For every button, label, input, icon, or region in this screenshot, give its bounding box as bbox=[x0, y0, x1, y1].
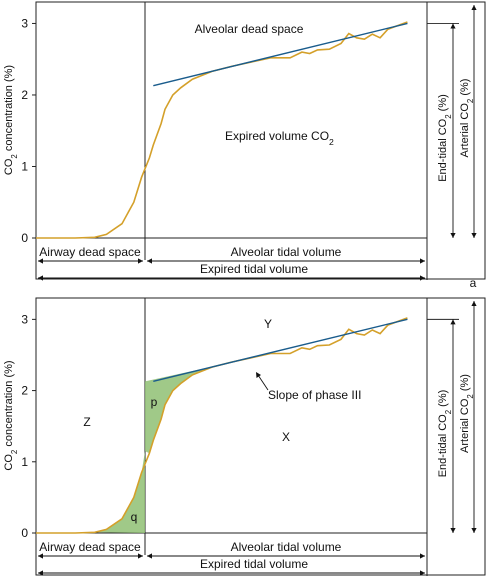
panel2-region-q-label: q bbox=[131, 510, 138, 524]
panel1-end-tidal-arrow-head-up bbox=[450, 23, 456, 29]
panel2-slope-pointer-head bbox=[256, 372, 261, 378]
panel1-end-tidal-arrow-head-down bbox=[450, 233, 456, 238]
panel1-alveolar-arrow-head-left bbox=[147, 258, 152, 264]
panel2-region-z-label: Z bbox=[83, 415, 90, 429]
panel1-airway-dead-space-label: Airway dead space bbox=[39, 245, 141, 259]
panel2-end-tidal-arrow-head-down bbox=[450, 528, 456, 533]
panel2-arterial-arrow-head-down bbox=[471, 528, 477, 533]
panel2-airway-arrow-head-right bbox=[138, 553, 143, 559]
panel1-arterial-arrow-head-up bbox=[471, 5, 477, 10]
panel1-alveolar-dead-space-label: Alveolar dead space bbox=[195, 22, 304, 36]
panel1-expired-volume-label: Expired volume CO2 bbox=[225, 129, 334, 147]
panel2-y-tick-label: 3 bbox=[21, 312, 28, 326]
panel1-y-tick-label: 1 bbox=[21, 159, 28, 173]
panel2-airway-arrow-head-left bbox=[38, 553, 43, 559]
panel2-expired-arrow-head-left bbox=[38, 570, 43, 576]
panel2-slope-pointer-line bbox=[257, 374, 269, 391]
panel2-expired-tidal-volume-label: Expired tidal volume bbox=[200, 557, 308, 571]
panel2-region-y-label: Y bbox=[264, 317, 272, 331]
panel1-y-tick-label: 0 bbox=[21, 231, 28, 245]
panel2-arterial-arrow-head-up bbox=[471, 301, 477, 306]
panel1-y-tick-label: 3 bbox=[21, 16, 28, 30]
panel2-alveolar-arrow-head-left bbox=[147, 553, 152, 559]
panel1-airway-arrow-head-right bbox=[138, 258, 143, 264]
panel1-frame bbox=[35, 1, 486, 280]
panel1-phase-iii-slope-line bbox=[153, 22, 408, 87]
panel1-y-axis-label: CO2 concentration (%) bbox=[3, 65, 19, 175]
panel2-region-x-label: X bbox=[282, 430, 290, 444]
panel2-expired-co2-curve bbox=[36, 317, 408, 534]
panel2-region-q bbox=[94, 451, 145, 533]
panel1-expired-arrow-head-left bbox=[38, 275, 43, 281]
panel2-alveolar-tidal-volume-label: Alveolar tidal volume bbox=[231, 540, 342, 554]
panel2-phase-iii-slope-line bbox=[153, 318, 408, 382]
panel1-end-tidal-label: End-tidal CO2 (%) bbox=[437, 94, 453, 182]
panel1-expired-co2-curve bbox=[36, 21, 408, 239]
panel2-end-tidal-label: End-tidal CO2 (%) bbox=[437, 390, 453, 478]
panel2-airway-dead-space-label: Airway dead space bbox=[39, 540, 141, 554]
panel2-y-axis-label: CO2 concentration (%) bbox=[3, 360, 19, 470]
panel1-alveolar-tidal-volume-label: Alveolar tidal volume bbox=[231, 245, 342, 259]
panel1-alveolar-arrow-head-right bbox=[420, 258, 425, 264]
panel-a-label: a bbox=[470, 276, 477, 290]
panel1-expired-tidal-volume-label: Expired tidal volume bbox=[200, 262, 308, 276]
panel2-arterial-label: Arterial CO2 (%) bbox=[459, 374, 475, 453]
panel2-alveolar-arrow-head-right bbox=[420, 553, 425, 559]
panel1-arterial-label: Arterial CO2 (%) bbox=[459, 79, 475, 158]
panel2-y-tick-label: 0 bbox=[21, 526, 28, 540]
panel1-arterial-arrow-head-down bbox=[471, 233, 477, 238]
panel2-y-tick-label: 1 bbox=[21, 455, 28, 469]
panel2-slope-phase-iii-label: Slope of phase III bbox=[268, 388, 361, 402]
panel1-y-tick-label: 2 bbox=[21, 88, 28, 102]
panel2-expired-arrow-head-right bbox=[420, 570, 425, 576]
panel1-airway-arrow-head-left bbox=[38, 258, 43, 264]
panel2-frame bbox=[35, 297, 486, 576]
panel2-end-tidal-arrow-head-up bbox=[450, 319, 456, 325]
panel1-expired-arrow-head-right bbox=[420, 275, 425, 281]
panel2-y-tick-label: 2 bbox=[21, 384, 28, 398]
panel2-region-p-label: p bbox=[151, 395, 158, 409]
panel2-region-p bbox=[145, 364, 224, 454]
